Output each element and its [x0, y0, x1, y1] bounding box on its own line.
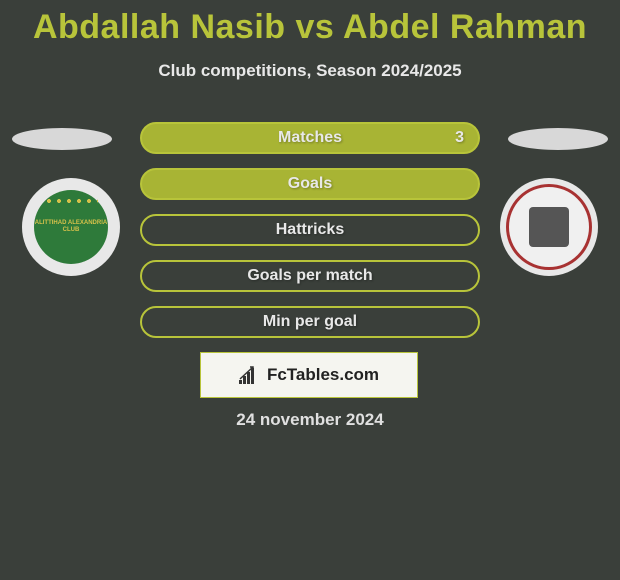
stat-label: Goals: [288, 175, 332, 193]
player-left-club-badge: ALITTIHAD ALEXANDRIA CLUB: [22, 178, 120, 276]
stat-label: Hattricks: [276, 221, 344, 239]
club-badge-right-center: [529, 207, 569, 247]
stat-row-hattricks: Hattricks: [140, 214, 480, 246]
stat-value-right: 3: [455, 129, 464, 147]
stat-row-matches: Matches 3: [140, 122, 480, 154]
stat-row-goals: Goals: [140, 168, 480, 200]
brand-text: FcTables.com: [267, 365, 379, 385]
stat-label: Min per goal: [263, 313, 357, 331]
player-left-name-pill: [12, 128, 112, 150]
player-right-club-badge: [500, 178, 598, 276]
club-badge-left-text: ALITTIHAD ALEXANDRIA CLUB: [34, 220, 108, 233]
comparison-title: Abdallah Nasib vs Abdel Rahman: [0, 0, 620, 47]
stats-table: Matches 3 Goals Hattricks Goals per matc…: [140, 122, 480, 352]
comparison-date: 24 november 2024: [0, 410, 620, 430]
club-badge-left-inner: ALITTIHAD ALEXANDRIA CLUB: [34, 190, 108, 264]
club-badge-right-inner: [506, 184, 592, 270]
player-right-name-pill: [508, 128, 608, 150]
stat-label: Matches: [278, 129, 342, 147]
stat-row-min-per-goal: Min per goal: [140, 306, 480, 338]
fctables-logo-icon: [239, 366, 261, 384]
brand-attribution[interactable]: FcTables.com: [200, 352, 418, 398]
comparison-subtitle: Club competitions, Season 2024/2025: [0, 61, 620, 81]
stat-row-goals-per-match: Goals per match: [140, 260, 480, 292]
stat-label: Goals per match: [247, 267, 372, 285]
